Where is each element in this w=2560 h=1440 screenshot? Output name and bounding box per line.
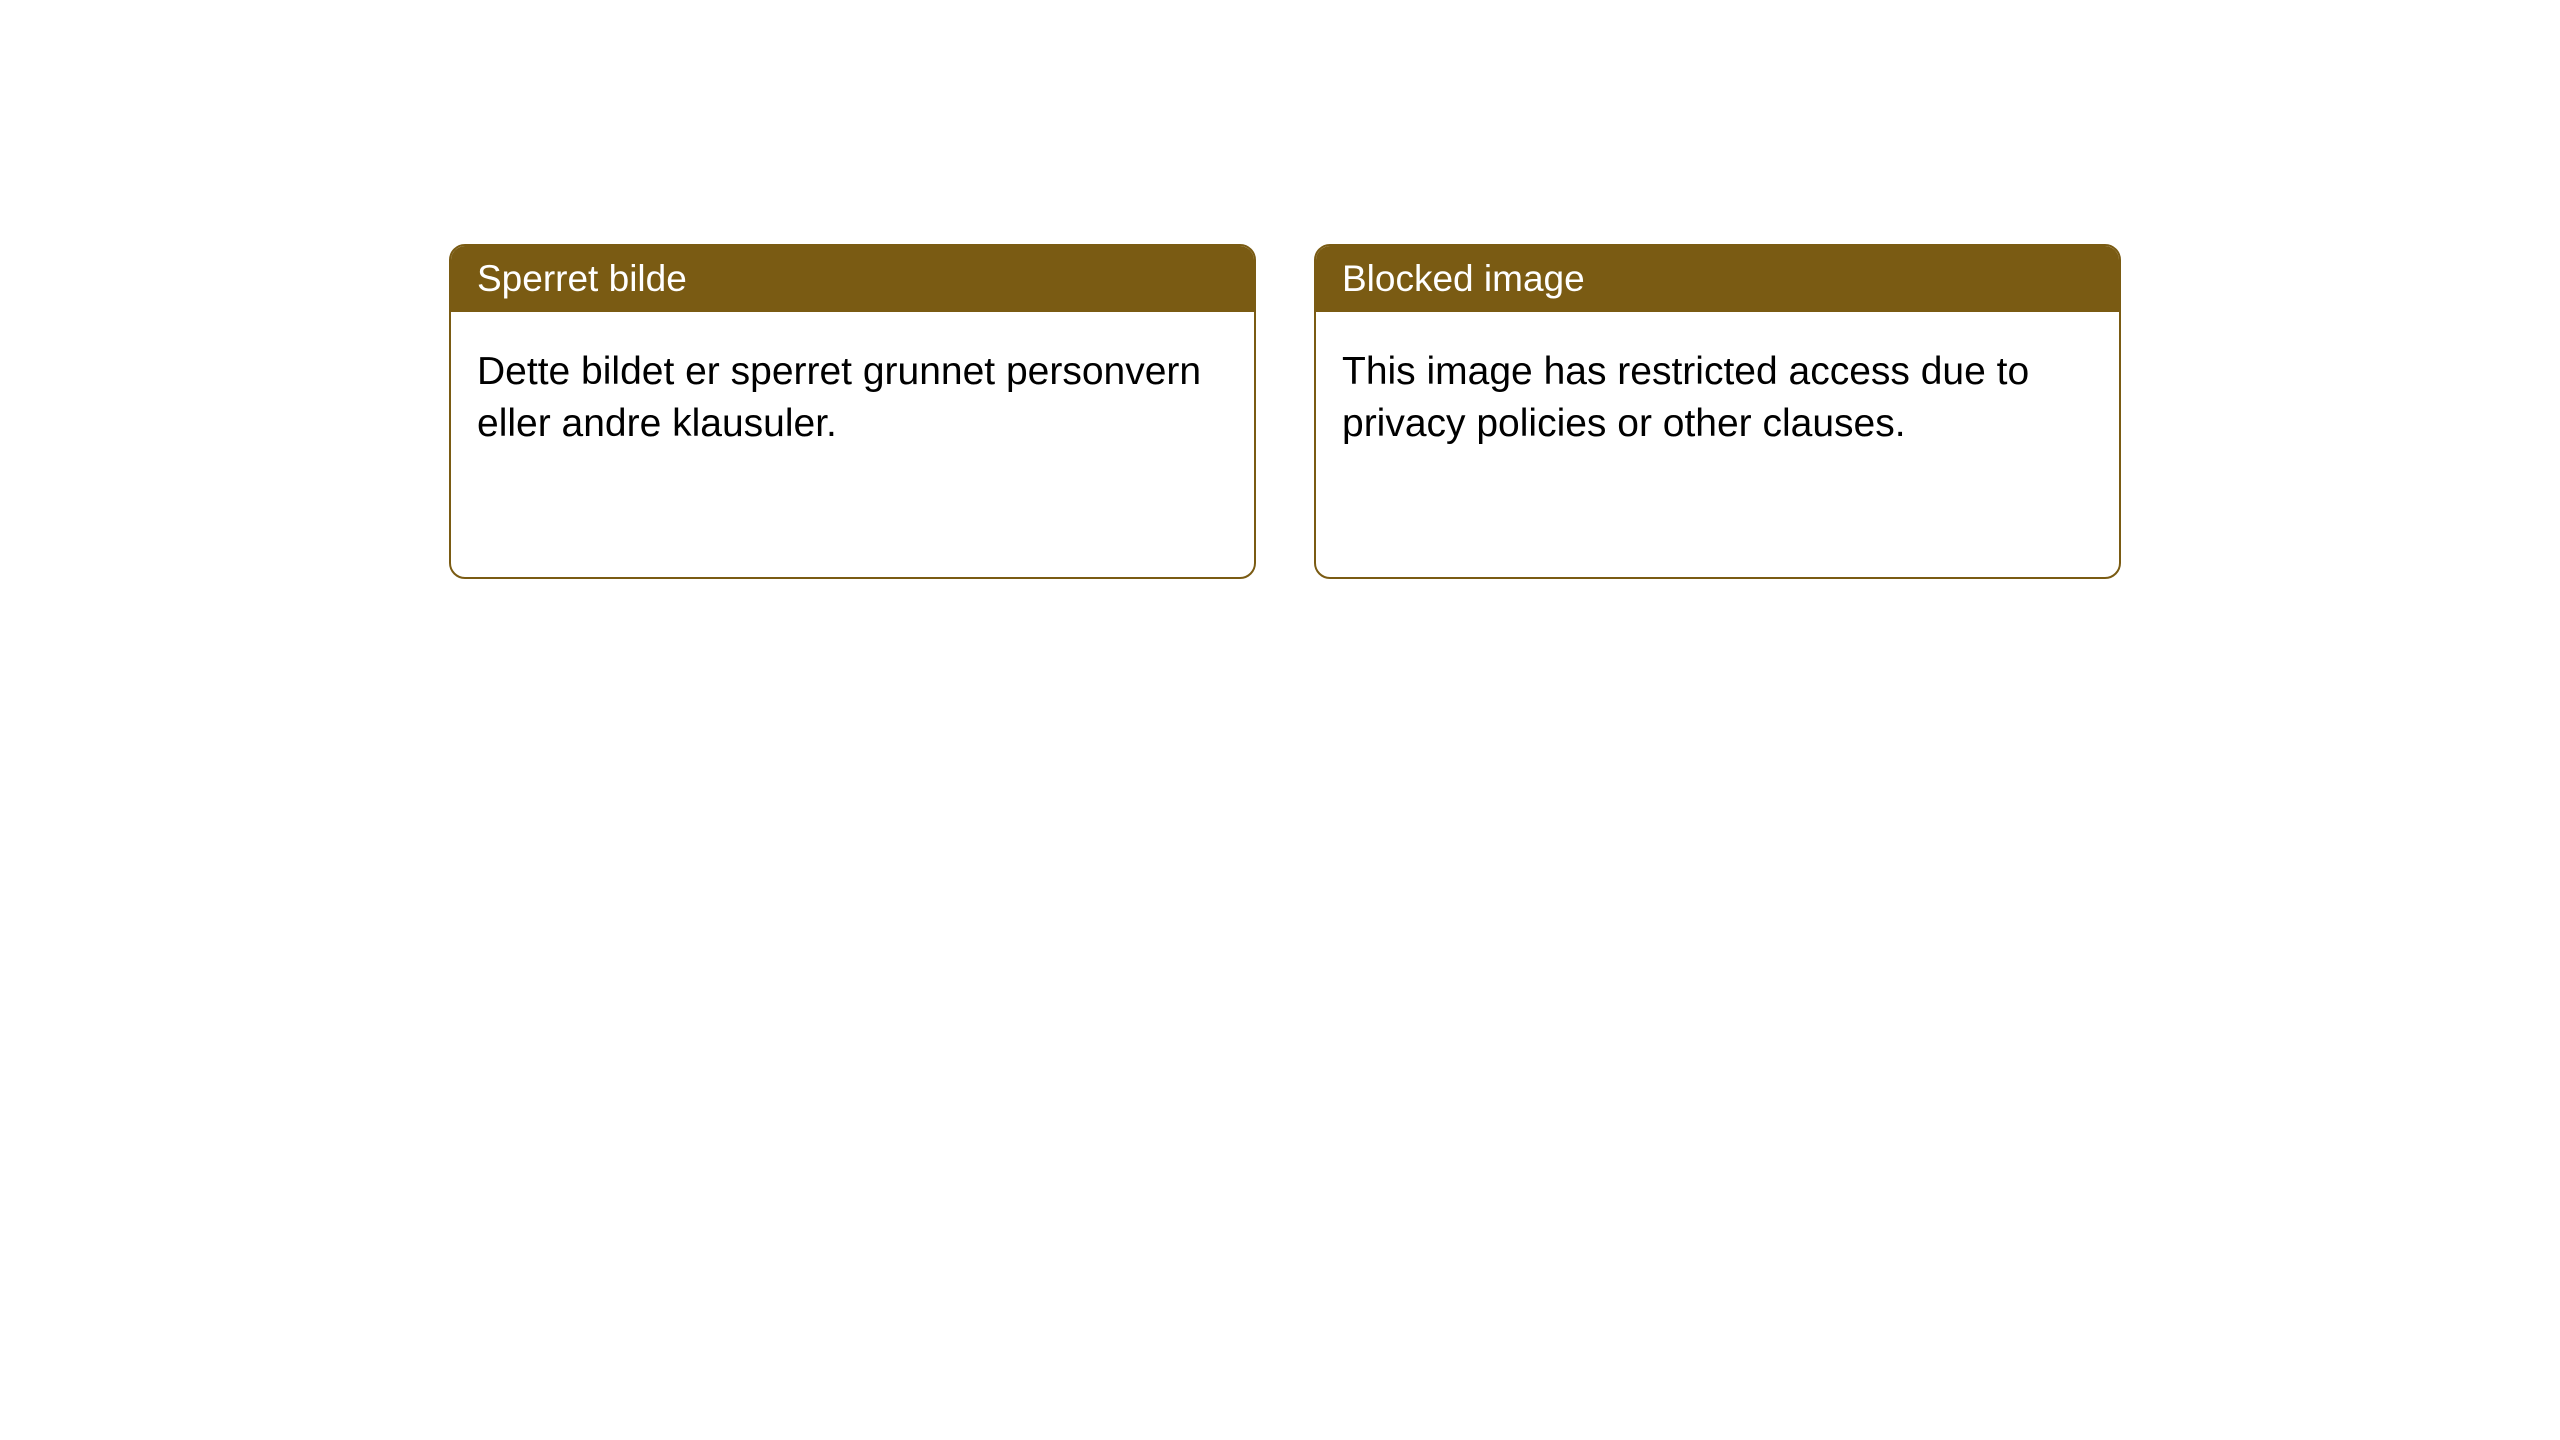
blocked-image-panel-no: Sperret bilde Dette bildet er sperret gr… xyxy=(449,244,1256,579)
panel-header: Sperret bilde xyxy=(451,246,1254,312)
panel-body: This image has restricted access due to … xyxy=(1316,312,2119,483)
panels-container: Sperret bilde Dette bildet er sperret gr… xyxy=(0,0,2560,579)
panel-body: Dette bildet er sperret grunnet personve… xyxy=(451,312,1254,483)
blocked-image-panel-en: Blocked image This image has restricted … xyxy=(1314,244,2121,579)
panel-header: Blocked image xyxy=(1316,246,2119,312)
